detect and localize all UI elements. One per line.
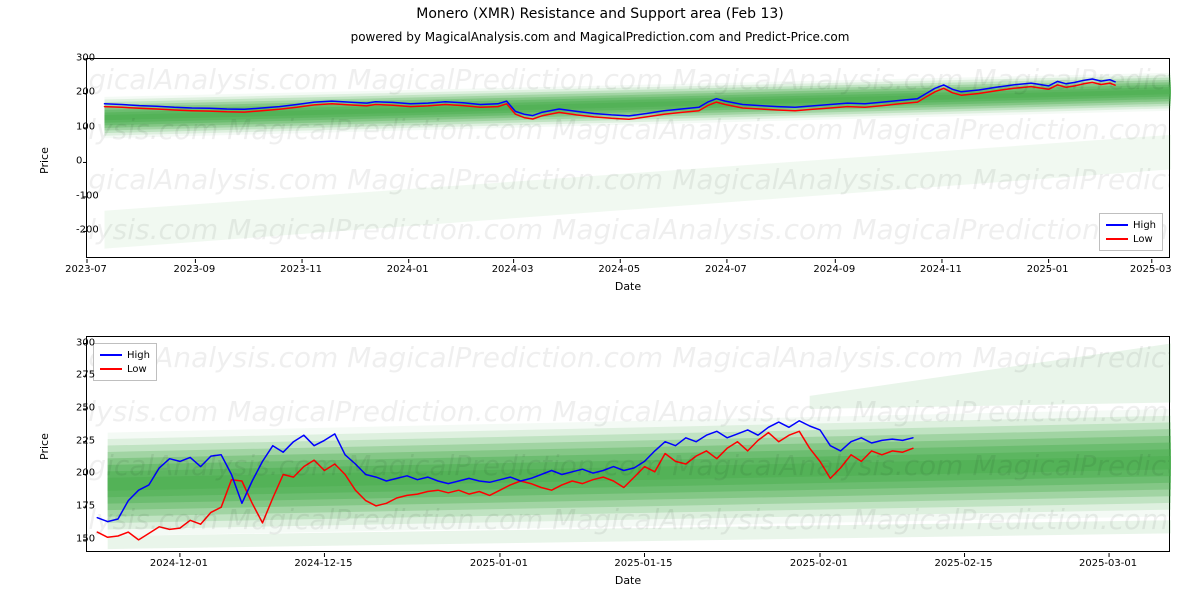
top-y-axis-label: Price <box>38 147 51 174</box>
x-tick-label: 2025-01-01 <box>470 558 528 569</box>
bottom-chart-panel: MagicalAnalysis.com MagicalPrediction.co… <box>86 336 1170 552</box>
x-tick-label: 2025-01-15 <box>614 558 672 569</box>
x-tick-label: 2025-02-15 <box>934 558 992 569</box>
x-tick-label: 2025-03-01 <box>1079 558 1137 569</box>
legend-line-icon <box>1106 224 1128 226</box>
x-tick-label: 2024-12-01 <box>150 558 208 569</box>
x-tick-label: 2025-02-01 <box>790 558 848 569</box>
x-tick-label: 2024-12-15 <box>294 558 352 569</box>
legend-item: Low <box>1106 232 1156 246</box>
x-tick-label: 2024-03 <box>492 264 534 275</box>
legend-line-icon <box>100 354 122 356</box>
x-tick-label: 2023-07 <box>65 264 107 275</box>
legend-line-icon <box>1106 238 1128 240</box>
x-tick-label: 2025-01 <box>1027 264 1069 275</box>
bottom-y-axis-label: Price <box>38 433 51 460</box>
watermark-row: MagicalAnalysis.com MagicalPrediction.co… <box>87 341 1169 374</box>
x-tick-label: 2024-11 <box>920 264 962 275</box>
watermark-bottom: MagicalAnalysis.com MagicalPrediction.co… <box>87 337 1169 551</box>
legend-item: High <box>1106 218 1156 232</box>
top-chart-panel: MagicalAnalysis.com MagicalPrediction.co… <box>86 58 1170 258</box>
x-tick-label: 2024-09 <box>813 264 855 275</box>
legend-label: Low <box>127 364 147 375</box>
chart-subtitle: powered by MagicalAnalysis.com and Magic… <box>0 30 1200 44</box>
chart-title: Monero (XMR) Resistance and Support area… <box>0 6 1200 22</box>
legend-item: Low <box>100 362 150 376</box>
legend-bottom: High Low <box>93 343 157 381</box>
x-tick-label: 2024-01 <box>387 264 429 275</box>
watermark-row: MagicalAnalysis.com MagicalPrediction.co… <box>87 163 1169 196</box>
figure: Monero (XMR) Resistance and Support area… <box>0 0 1200 600</box>
legend-label: High <box>127 350 150 361</box>
watermark-row: MagicalAnalysis.com MagicalPrediction.co… <box>87 113 1169 146</box>
x-tick-label: 2023-11 <box>280 264 322 275</box>
x-tick-label: 2024-07 <box>705 264 747 275</box>
watermark-row: MagicalAnalysis.com MagicalPrediction.co… <box>87 449 1169 482</box>
legend-label: Low <box>1133 234 1153 245</box>
x-tick-label: 2024-05 <box>598 264 640 275</box>
watermark-row: MagicalAnalysis.com MagicalPrediction.co… <box>87 213 1169 246</box>
legend-line-icon <box>100 368 122 370</box>
watermark-row: MagicalAnalysis.com MagicalPrediction.co… <box>87 63 1169 96</box>
watermark-row: MagicalAnalysis.com MagicalPrediction.co… <box>87 503 1169 536</box>
x-tick-label: 2023-09 <box>173 264 215 275</box>
legend-item: High <box>100 348 150 362</box>
watermark-top: MagicalAnalysis.com MagicalPrediction.co… <box>87 59 1169 257</box>
watermark-row: MagicalAnalysis.com MagicalPrediction.co… <box>87 395 1169 428</box>
top-x-axis-label: Date <box>86 280 1170 293</box>
legend-top: High Low <box>1099 213 1163 251</box>
legend-label: High <box>1133 220 1156 231</box>
x-tick-label: 2025-03 <box>1130 264 1172 275</box>
bottom-x-axis-label: Date <box>86 574 1170 587</box>
